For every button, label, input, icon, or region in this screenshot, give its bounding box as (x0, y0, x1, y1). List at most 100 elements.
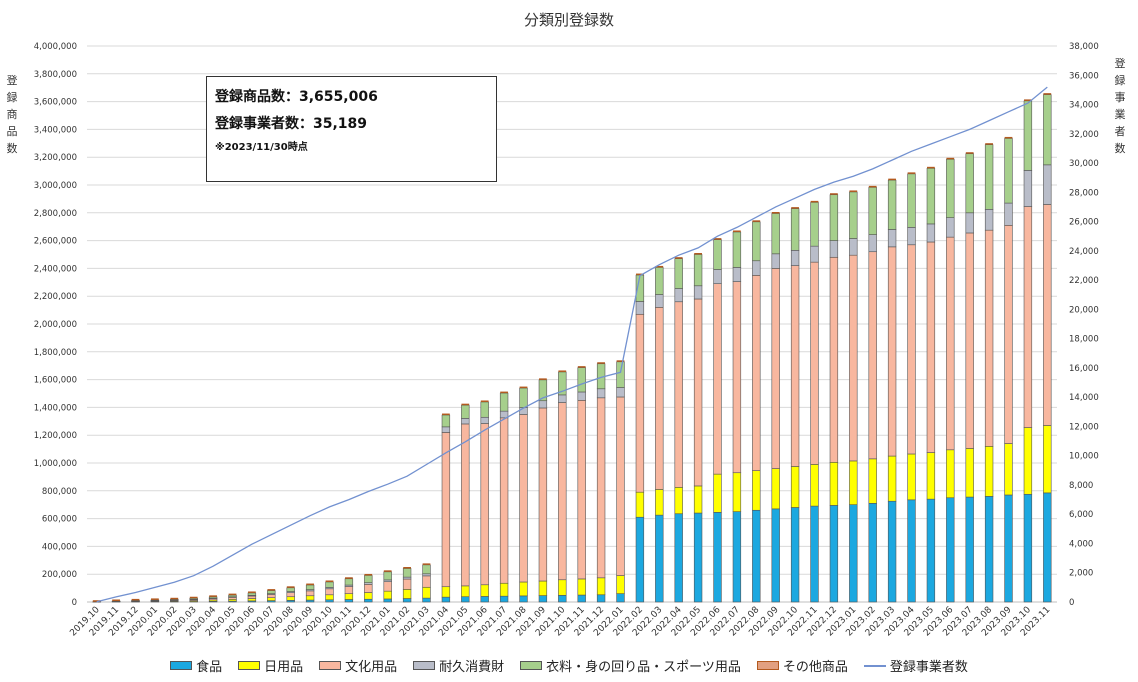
y-tick-label-right: 8,000 (1069, 481, 1093, 491)
bar-cap (112, 599, 120, 601)
bar-segment (771, 213, 780, 255)
y-tick-label-right: 34,000 (1069, 101, 1099, 111)
bar-segment (499, 417, 509, 584)
bar-cap (713, 238, 722, 240)
bar-segment (480, 584, 489, 597)
bar-segment (946, 449, 955, 499)
bar-segment (364, 575, 373, 583)
bar-segment (616, 396, 625, 576)
bar-cap (383, 570, 392, 572)
bar-segment (422, 597, 431, 603)
bar-segment (480, 401, 489, 418)
y-tick-label-left: 2,000,000 (34, 320, 77, 330)
bar-segment (383, 590, 392, 600)
bar-cap (403, 567, 411, 569)
bar-segment (868, 234, 877, 253)
bar-cap (1043, 93, 1052, 95)
bar-segment (305, 590, 315, 597)
bar-segment (1004, 494, 1013, 603)
bar-segment (946, 217, 955, 238)
bar-cap (209, 595, 217, 597)
bar-segment (596, 577, 606, 596)
summary-businesses: 登録事業者数：35,189 (215, 116, 368, 132)
legend-label: 耐久消費財 (439, 660, 505, 675)
bar-segment (635, 516, 645, 603)
bar-cap (771, 211, 780, 214)
y-tick-label-left: 4,000,000 (34, 42, 77, 52)
bar-segment (383, 571, 392, 581)
bar-segment (519, 581, 528, 597)
bar-segment (984, 209, 994, 231)
bar-segment (829, 462, 839, 506)
bar-segment (926, 452, 936, 500)
y-tick-label-left: 3,200,000 (34, 153, 77, 163)
bar-segment (596, 388, 606, 399)
y-tick-label-right: 38,000 (1069, 42, 1099, 52)
bar-segment (344, 578, 354, 586)
y-tick-label-right: 16,000 (1069, 364, 1099, 374)
bar-segment (790, 208, 800, 251)
bar-segment (752, 221, 761, 262)
bar-segment (674, 487, 683, 515)
y-tick-label-right: 0 (1069, 598, 1074, 608)
bar-segment (693, 512, 703, 603)
bar-cap (306, 583, 314, 586)
bar-cap (228, 593, 237, 596)
y-tick-label-left: 1,800,000 (34, 348, 77, 358)
bar-segment (170, 598, 179, 601)
bar-segment (984, 496, 994, 603)
bar-segment (984, 446, 994, 497)
bar-segment (965, 448, 974, 498)
bar-cap (170, 597, 179, 600)
bar-cap (791, 207, 799, 209)
bar-segment (577, 400, 586, 580)
y-tick-label-left: 200,000 (42, 570, 77, 580)
bar-segment (461, 418, 470, 425)
bar-segment (247, 598, 257, 602)
bar-segment (693, 485, 703, 514)
bar-segment (325, 599, 334, 603)
bar-cap (558, 370, 567, 372)
bar-segment (1043, 492, 1052, 603)
bar-segment (810, 464, 819, 507)
bar-segment (558, 402, 567, 581)
bar-segment (887, 229, 897, 248)
bar-segment (461, 596, 470, 603)
bar-segment (480, 596, 489, 603)
legend-item-other: その他商品 (756, 656, 848, 675)
bar-segment (829, 240, 839, 258)
legend-item-durables: 耐久消費財 (413, 656, 504, 675)
bar-segment (868, 187, 877, 235)
bar-segment (461, 423, 470, 587)
bar-cap (849, 190, 858, 192)
bar-cap (946, 157, 955, 160)
bar-segment (538, 595, 548, 603)
bar-cap (248, 591, 256, 593)
bar-segment (422, 564, 431, 575)
bar-segment (732, 511, 742, 603)
bar-segment (208, 596, 218, 599)
bar-segment (946, 497, 955, 603)
bar-segment (461, 404, 470, 419)
legend-label: 登録事業者数 (889, 660, 968, 675)
y-tick-label-right: 32,000 (1069, 130, 1099, 140)
bar-segment (616, 387, 625, 398)
bar-cap (519, 386, 528, 389)
bar-segment (984, 229, 994, 447)
bar-segment (849, 504, 858, 603)
bar-segment (810, 245, 819, 263)
bar-segment (538, 400, 548, 409)
bar-segment (926, 241, 936, 453)
bar-segment (868, 458, 877, 504)
bar-cap (345, 577, 353, 579)
bar-segment (441, 586, 451, 598)
bar-segment (577, 578, 586, 596)
legend-item-apparel-sports: 衣料・身の回り品・スポーツ用品 (520, 656, 741, 675)
bar-segment (790, 250, 800, 266)
bar-segment (849, 191, 858, 239)
bar-segment (441, 414, 451, 428)
bar-segment (984, 144, 994, 210)
bar-segment (907, 227, 916, 246)
y-tick-label-right: 22,000 (1069, 276, 1099, 286)
bar-segment (732, 231, 742, 268)
